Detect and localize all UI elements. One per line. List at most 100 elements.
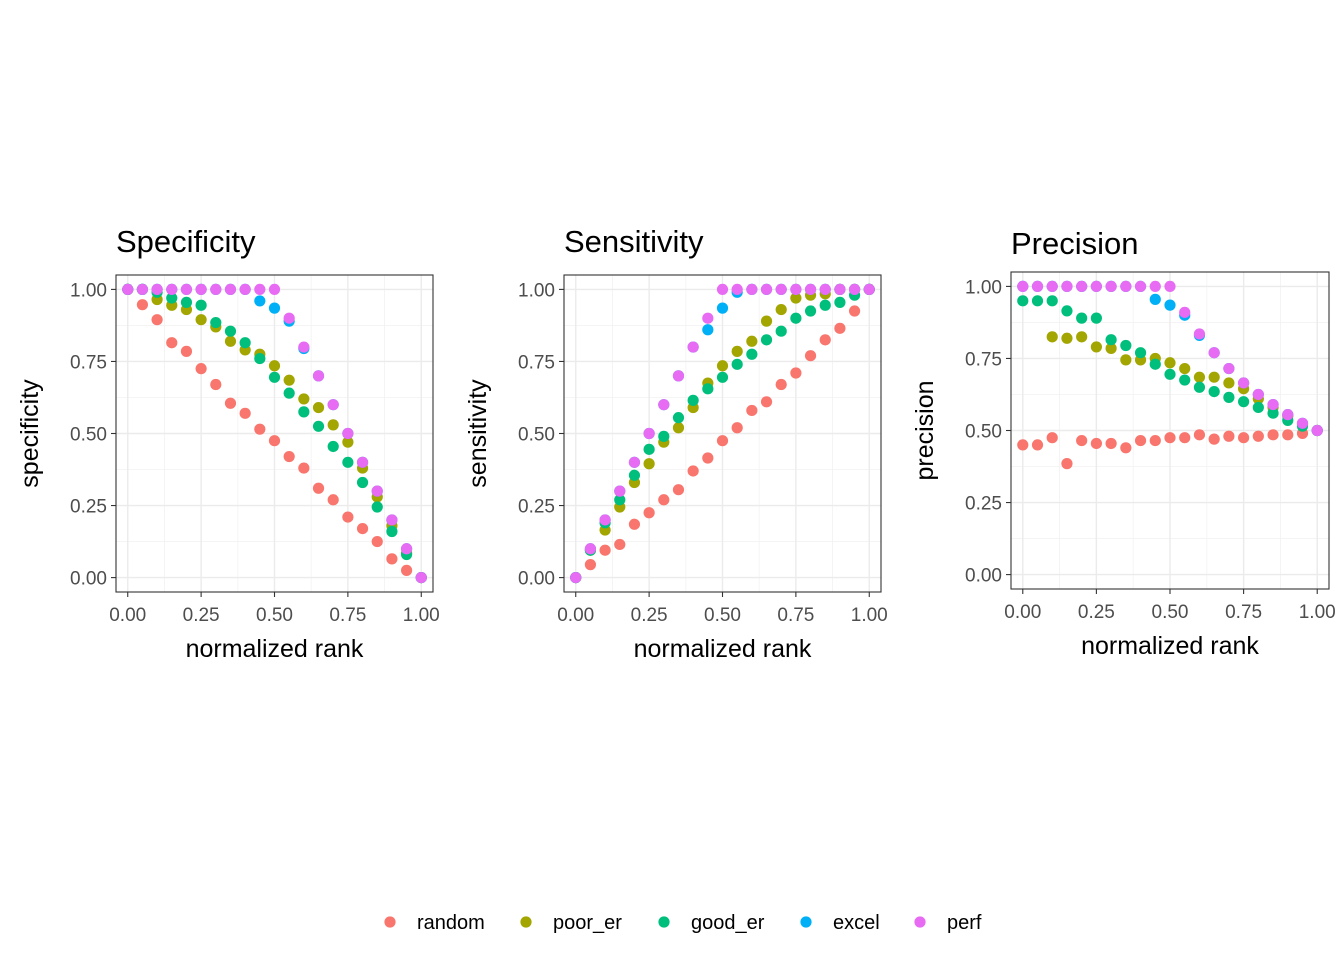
y-tick-label: 0.25 — [518, 497, 555, 518]
data-point-perf — [628, 456, 641, 468]
data-point-random — [628, 518, 641, 530]
data-point-perf — [1238, 377, 1250, 389]
data-point-poor_er — [298, 393, 310, 405]
data-point-perf — [386, 514, 398, 526]
data-point-good_er — [239, 337, 251, 349]
data-point-random — [386, 553, 398, 565]
data-point-poor_er — [760, 315, 773, 327]
data-point-good_er — [1090, 312, 1102, 324]
data-point-perf — [658, 399, 670, 411]
data-point-excel — [254, 295, 266, 307]
data-point-poor_er — [1193, 371, 1206, 383]
data-point-perf — [863, 283, 875, 296]
x-tick-label: 0.00 — [557, 605, 594, 626]
data-point-random — [254, 423, 266, 435]
data-point-perf — [180, 283, 193, 296]
data-point-perf — [1076, 280, 1088, 293]
y-tick-label: 0.75 — [965, 349, 1002, 370]
data-point-perf — [716, 283, 729, 296]
data-point-poor_er — [1120, 354, 1132, 366]
data-point-good_er — [195, 299, 207, 311]
data-point-good_er — [790, 312, 802, 324]
data-point-good_er — [687, 394, 699, 406]
legend-key — [658, 916, 670, 928]
data-point-poor_er — [312, 401, 325, 414]
x-tick-label: 0.50 — [704, 605, 741, 626]
data-point-good_er — [1105, 334, 1117, 346]
data-point-perf — [312, 370, 325, 382]
panel-title: Sensitivity — [564, 224, 704, 259]
data-point-excel — [702, 324, 714, 336]
data-point-random — [1267, 429, 1279, 441]
data-point-poor_er — [775, 303, 787, 316]
data-point-random — [731, 422, 743, 434]
data-point-poor_er — [1046, 331, 1058, 343]
data-point-random — [1076, 434, 1088, 447]
legend-item-perf: perf — [914, 912, 982, 934]
data-point-perf — [1296, 417, 1309, 429]
data-point-perf — [298, 341, 310, 353]
data-point-random — [268, 435, 281, 447]
data-point-poor_er — [342, 436, 354, 448]
data-point-good_er — [1179, 374, 1191, 386]
data-point-good_er — [1076, 312, 1088, 324]
data-point-good_er — [1267, 407, 1279, 419]
data-point-random — [1105, 437, 1117, 450]
data-point-perf — [848, 283, 861, 296]
data-point-perf — [775, 283, 787, 296]
x-tick-label: 0.75 — [329, 605, 366, 626]
data-point-perf — [1031, 280, 1044, 293]
data-point-random — [356, 523, 369, 535]
data-point-perf — [224, 283, 237, 296]
data-point-perf — [1061, 280, 1073, 293]
data-point-random — [1179, 432, 1191, 444]
data-point-excel — [268, 302, 281, 314]
y-tick-label: 1.00 — [518, 280, 555, 301]
x-axis-label: normalized rank — [1081, 632, 1259, 660]
data-point-perf — [166, 283, 178, 296]
x-tick-label: 0.50 — [1152, 602, 1189, 623]
data-point-perf — [151, 283, 163, 296]
data-point-good_er — [371, 501, 383, 513]
data-point-good_er — [268, 371, 281, 383]
x-tick-label: 1.00 — [851, 605, 888, 626]
data-point-poor_er — [790, 292, 802, 304]
legend-item-poor_er: poor_er — [520, 912, 622, 934]
data-point-poor_er — [1223, 377, 1235, 389]
data-point-random — [1149, 434, 1161, 447]
data-point-good_er — [1208, 385, 1220, 398]
data-point-good_er — [746, 348, 758, 360]
data-point-random — [1061, 458, 1073, 470]
data-point-perf — [819, 283, 831, 296]
data-point-perf — [342, 427, 354, 440]
data-point-perf — [415, 571, 427, 584]
data-point-perf — [327, 399, 339, 411]
data-point-poor_er — [195, 314, 207, 326]
data-point-good_er — [804, 305, 817, 317]
data-point-random — [672, 484, 685, 496]
data-point-random — [224, 397, 237, 409]
panel-border — [563, 274, 882, 593]
data-point-perf — [672, 370, 685, 382]
data-point-random — [136, 299, 149, 311]
x-tick-label: 0.00 — [109, 605, 146, 626]
data-point-good_er — [224, 325, 237, 337]
data-point-good_er — [342, 456, 354, 468]
y-tick-label: 0.00 — [518, 569, 555, 590]
data-point-good_er — [819, 299, 831, 311]
y-tick-label: 0.50 — [518, 425, 555, 446]
data-point-poor_er — [1105, 342, 1117, 354]
data-point-good_er — [210, 316, 222, 329]
data-point-poor_er — [731, 345, 743, 357]
data-point-good_er — [643, 443, 655, 455]
data-point-good_er — [180, 296, 193, 308]
data-point-good_er — [166, 292, 178, 304]
data-point-good_er — [672, 412, 685, 424]
data-point-perf — [599, 514, 611, 526]
data-point-random — [775, 378, 787, 391]
data-point-perf — [1090, 280, 1102, 293]
data-point-random — [599, 544, 611, 556]
x-tick-label: 0.50 — [256, 605, 293, 626]
data-point-poor_er — [283, 374, 295, 386]
legend-item-excel: excel — [800, 912, 880, 934]
